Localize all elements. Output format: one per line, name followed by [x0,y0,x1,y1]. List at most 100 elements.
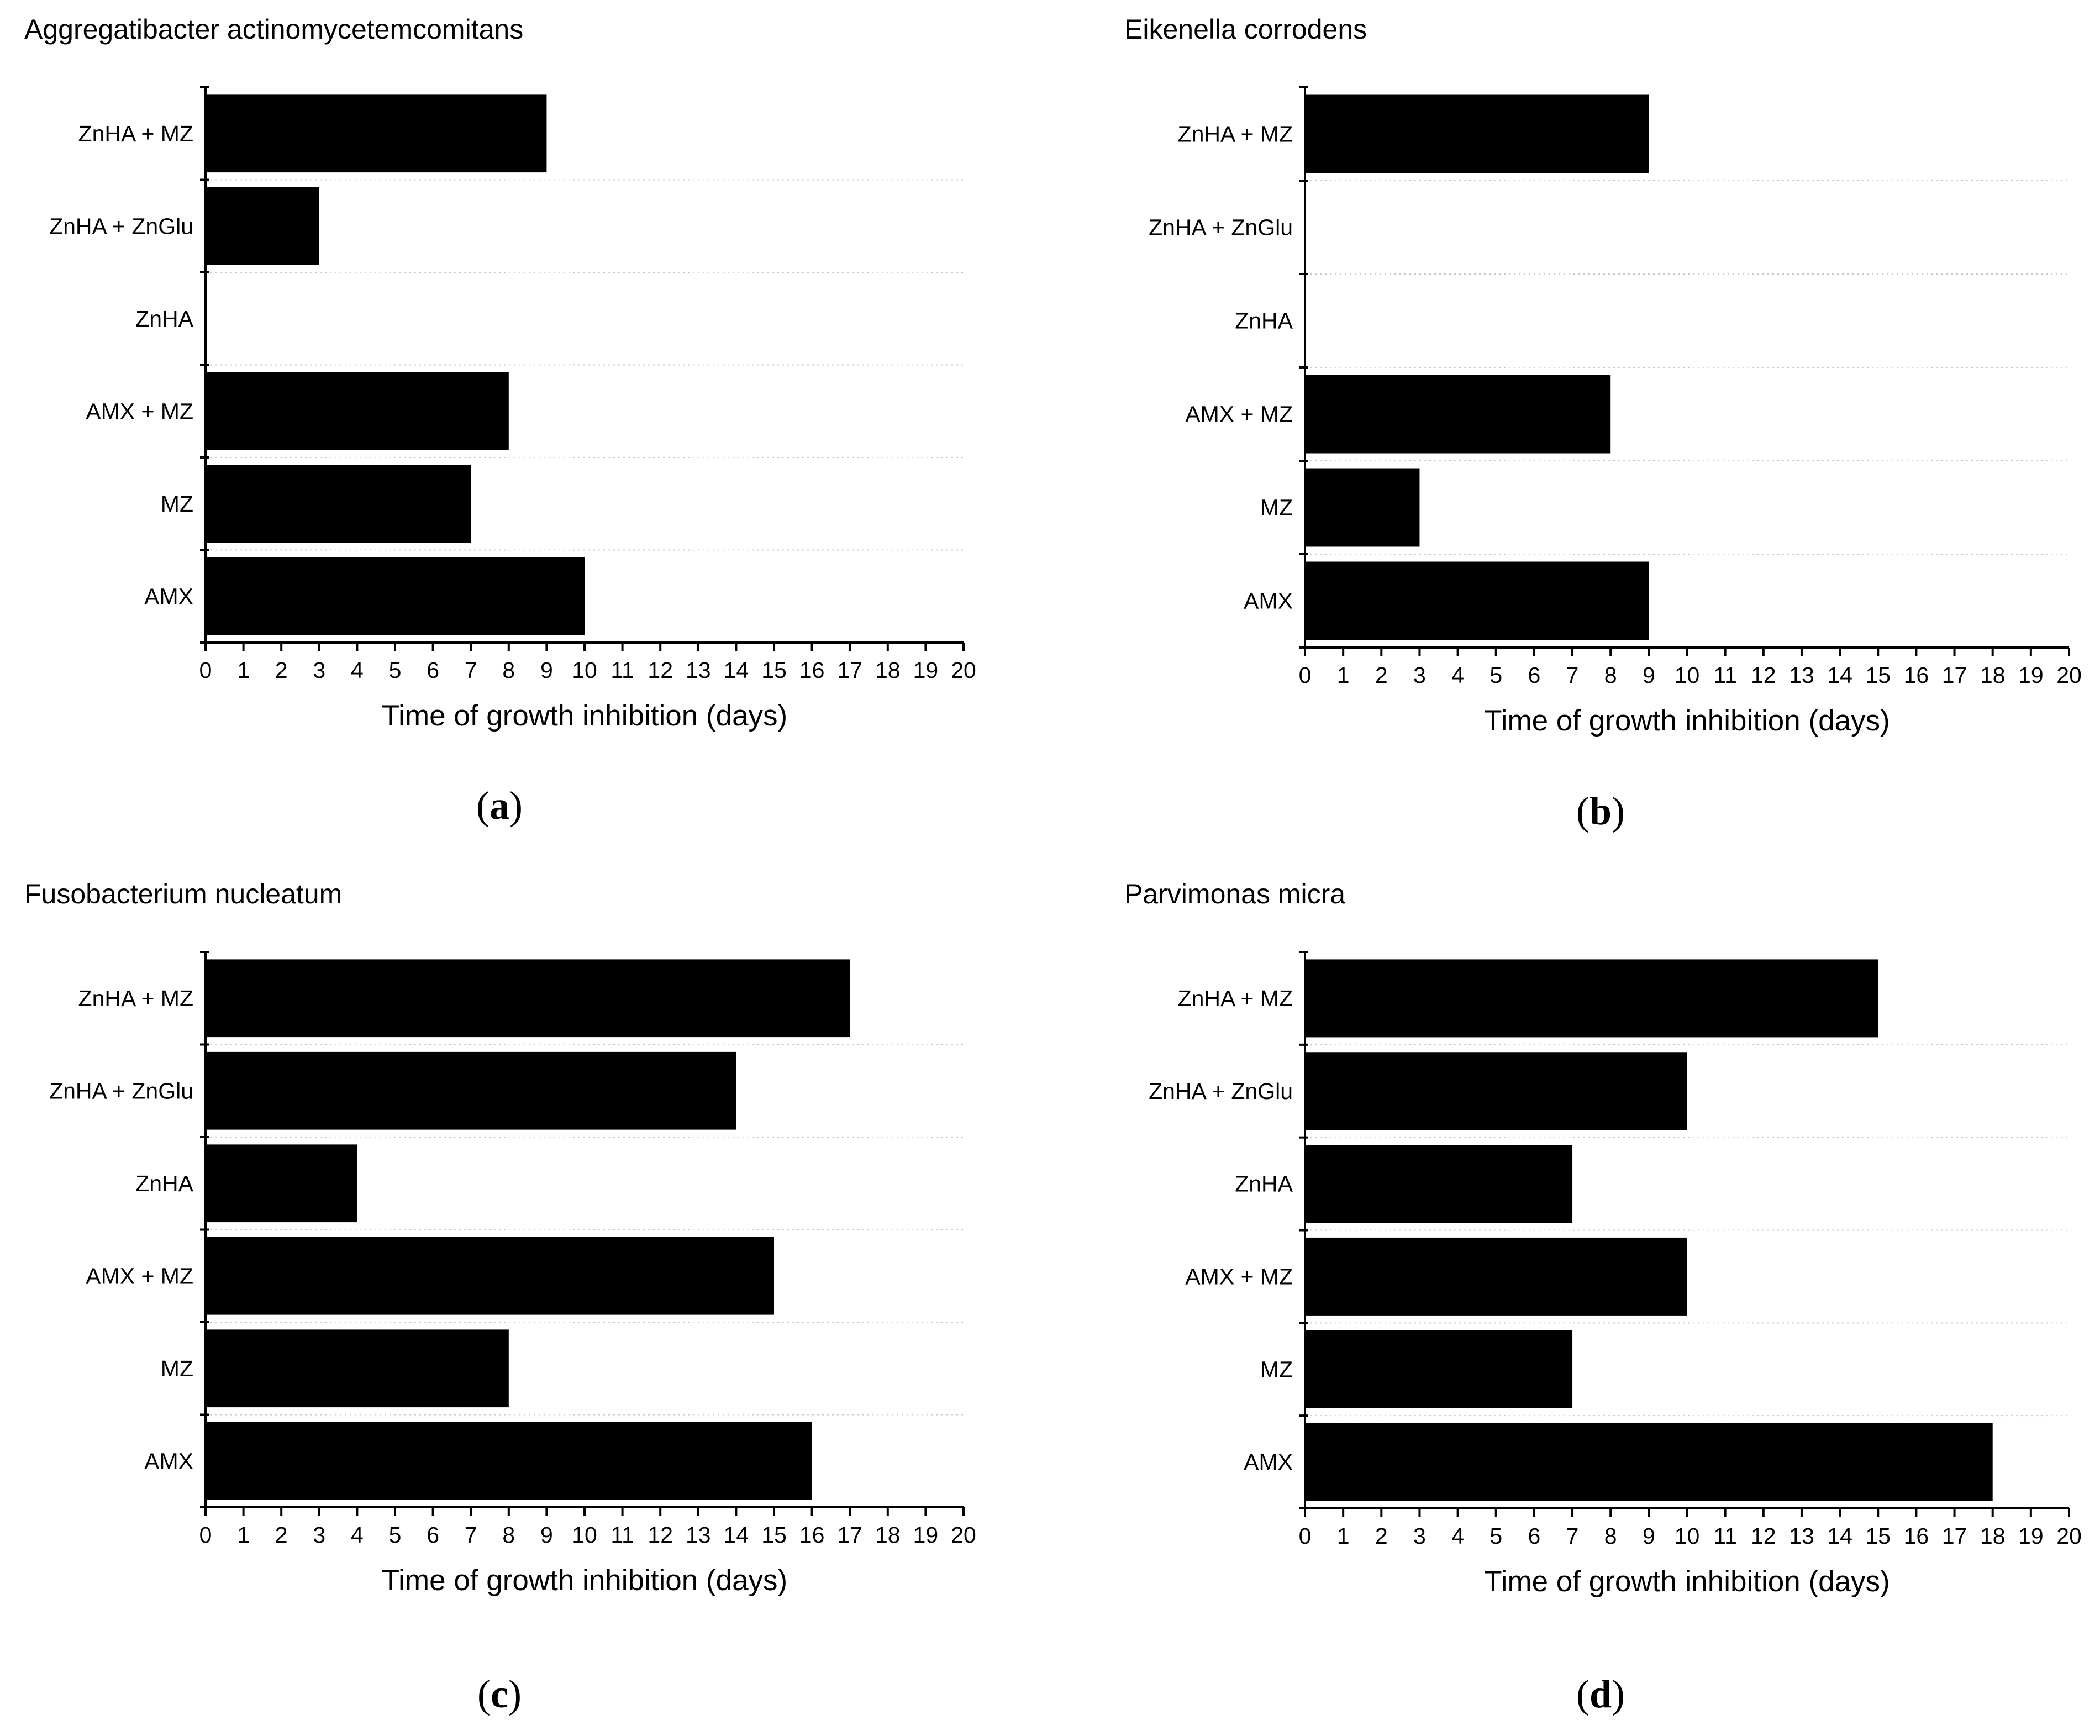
x-tick-label: 19 [2018,1523,2044,1549]
x-tick-label: 11 [610,657,634,683]
chart-panel-d: Parvimonas micra ZnHA + MZ ZnHA + ZnGlu ZnH… [1124,878,2082,1716]
category-label: AMX [1244,588,1293,614]
bar-znha-znglu [1305,1052,1687,1130]
x-tick-label: 15 [1865,1523,1891,1549]
x-tick-label: 5 [389,1522,402,1548]
category-label: AMX + MZ [86,1263,193,1288]
x-tick-label: 2 [275,657,288,683]
x-tick-label: 0 [1299,1523,1312,1549]
x-tick-label: 14 [1827,662,1852,688]
panel-label-close-paren: ) [1612,789,1625,833]
category-label: ZnHA + ZnGlu [49,1078,193,1103]
x-tick-label: 14 [724,1522,749,1548]
chart-title: Fusobacterium nucleatum [24,878,342,909]
x-tick-label: 6 [1528,662,1540,688]
bar-znha-mz [1305,94,1649,173]
x-axis-label: Time of growth inhibition (days) [382,1564,787,1597]
x-tick-label: 5 [1490,662,1502,688]
bar-amx [206,557,585,635]
x-tick-label: 4 [351,657,364,683]
x-tick-label: 4 [1451,1523,1464,1549]
x-tick-label: 2 [275,1522,288,1548]
x-tick-label: 12 [1751,662,1776,688]
panel-label-close-paren: ) [508,1672,522,1716]
panel-label-open-paren: ( [1576,1672,1590,1716]
x-tick-label: 16 [1904,1523,1929,1549]
x-tick-label: 0 [199,657,212,683]
x-tick-label: 8 [1604,662,1617,688]
x-tick-label: 3 [1413,662,1426,688]
x-tick-label: 16 [799,657,825,683]
x-tick-label: 9 [1643,1523,1655,1549]
x-tick-label: 8 [502,1522,515,1548]
x-tick-label: 9 [540,657,553,683]
x-tick-label: 1 [237,657,250,683]
x-tick-label: 15 [761,657,787,683]
bar-amx [1305,1423,1993,1501]
x-tick-label: 11 [1713,1523,1737,1549]
x-tick-label: 18 [1980,1523,2006,1549]
x-tick-label: 3 [313,1522,325,1548]
bar-amx [206,1422,812,1500]
bar-amx-mz [206,372,509,450]
x-tick-label: 2 [1375,662,1388,688]
x-tick-label: 16 [799,1522,825,1548]
chart-title: Aggregatibacter actinomycetemcomitans [24,14,523,45]
x-tick-label: 19 [913,657,939,683]
x-tick-label: 7 [465,1522,477,1548]
x-tick-label: 5 [1490,1523,1502,1549]
category-label: ZnHA + ZnGlu [49,213,193,239]
x-tick-label: 17 [837,657,862,683]
x-tick-label: 11 [1713,662,1737,688]
x-tick-label: 19 [2018,662,2044,688]
category-label: ZnHA + ZnGlu [1149,1079,1293,1104]
category-label: MZ [161,491,193,517]
x-tick-label: 1 [1337,662,1350,688]
bar-amx-mz [206,1237,774,1315]
category-label: AMX [1244,1449,1293,1475]
category-label: ZnHA + MZ [1178,986,1293,1011]
panel-label: (c) [477,1672,522,1716]
x-tick-label: 4 [351,1522,364,1548]
x-tick-label: 18 [875,657,901,683]
chart-panel-c: Fusobacterium nucleatum ZnHA + MZ ZnHA + Z… [24,878,976,1716]
x-tick-label: 13 [1789,1523,1814,1549]
x-tick-label: 17 [837,1522,862,1548]
category-label: ZnHA [1235,1171,1293,1197]
x-axis-label: Time of growth inhibition (days) [382,699,787,732]
x-tick-label: 3 [1413,1523,1426,1549]
x-tick-label: 10 [1675,662,1700,688]
x-tick-label: 3 [313,657,325,683]
panel-label-letter: d [1590,1672,1612,1716]
panel-label-open-paren: ( [477,1672,491,1716]
bar-amx-mz [1305,375,1611,454]
x-tick-label: 12 [648,657,673,683]
x-tick-label: 7 [465,657,477,683]
x-tick-label: 0 [1299,662,1312,688]
category-label: AMX + MZ [1185,402,1293,427]
category-label: ZnHA + MZ [78,121,193,146]
bar-znha-mz [206,94,547,173]
x-tick-label: 10 [572,657,597,683]
category-label: ZnHA + MZ [1178,122,1293,147]
category-label: AMX [144,583,193,609]
x-tick-label: 17 [1942,662,1967,688]
category-label: AMX + MZ [86,398,193,424]
panel-label-letter: c [491,1672,508,1716]
x-tick-label: 13 [686,1522,711,1548]
x-tick-label: 20 [2056,1523,2082,1549]
bar-znha [1305,1145,1573,1223]
x-tick-label: 1 [237,1522,250,1548]
x-tick-label: 8 [502,657,515,683]
panel-label: (b) [1576,789,1625,833]
bar-mz [1305,1330,1573,1408]
x-tick-label: 20 [951,657,976,683]
x-tick-label: 4 [1451,662,1464,688]
x-tick-label: 15 [1865,662,1891,688]
x-tick-label: 20 [951,1522,976,1548]
bar-znha-mz [206,959,850,1038]
category-label: ZnHA + MZ [78,986,193,1011]
bar-amx [1305,561,1649,640]
x-axis-label: Time of growth inhibition (days) [1484,704,1890,737]
category-label: MZ [1260,495,1293,520]
